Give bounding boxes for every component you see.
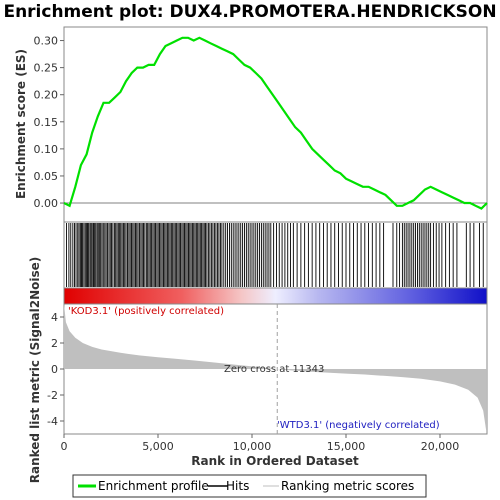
es-tick-label: 0.30 <box>34 35 59 48</box>
legend-frame <box>72 474 427 498</box>
legend-ranking-label: Ranking metric scores <box>281 479 414 493</box>
pos-correlated-label: 'KOD3.1' (positively correlated) <box>68 306 224 317</box>
es-tick-label: 0.00 <box>34 197 59 210</box>
metric-panel: 'KOD3.1' (positively correlated) 'WTD3.1… <box>47 303 488 435</box>
es-axis-ticks: 0.00 0.05 0.10 0.15 0.20 0.25 0.30 <box>34 35 64 210</box>
x-tick-label: 15,000 <box>327 440 366 453</box>
x-tick-label: 0 <box>61 440 68 453</box>
zero-cross-label: Zero cross at 11343 <box>224 364 324 375</box>
hits-panel <box>63 221 488 289</box>
metric-tick-label: 0 <box>51 363 58 376</box>
legend-enrichment-label: Enrichment profile <box>98 479 209 493</box>
legend-hits-label: Hits <box>226 479 249 493</box>
metric-tick-label: -2 <box>47 389 58 402</box>
x-tick-label: 5,000 <box>142 440 174 453</box>
x-tick-label: 20,000 <box>421 440 460 453</box>
es-tick-label: 0.05 <box>34 170 59 183</box>
rank-color-bar <box>63 287 488 305</box>
metric-axis-ticks: 4 2 0 -2 -4 <box>47 311 64 428</box>
x-tick-label: 10,000 <box>233 440 272 453</box>
es-tick-label: 0.10 <box>34 143 59 156</box>
metric-tick-label: 4 <box>51 311 58 324</box>
metric-area <box>64 304 487 431</box>
es-panel: 0.00 0.05 0.10 0.15 0.20 0.25 0.30 <box>34 26 488 223</box>
metric-tick-label: 2 <box>51 337 58 350</box>
hit-marks <box>65 223 484 287</box>
es-panel-frame <box>63 26 488 223</box>
es-tick-label: 0.20 <box>34 89 59 102</box>
metric-axis-title: Ranked list metric (Signal2Noise) <box>28 257 42 484</box>
es-profile-line <box>63 36 488 210</box>
chart-title: Enrichment plot: DUX4.PROMOTERA.HENDRICK… <box>3 2 496 22</box>
x-axis-ticks: 0 5,000 10,000 15,000 20,000 <box>61 434 460 453</box>
legend: Enrichment profile Hits Ranking metric s… <box>72 474 427 498</box>
neg-correlated-label: 'WTD3.1' (negatively correlated) <box>277 420 440 431</box>
metric-tick-label: -4 <box>47 415 58 428</box>
x-axis-title: Rank in Ordered Dataset <box>191 454 359 468</box>
es-axis-title: Enrichment score (ES) <box>14 49 28 199</box>
es-tick-label: 0.15 <box>34 116 59 129</box>
es-tick-label: 0.25 <box>34 62 59 75</box>
